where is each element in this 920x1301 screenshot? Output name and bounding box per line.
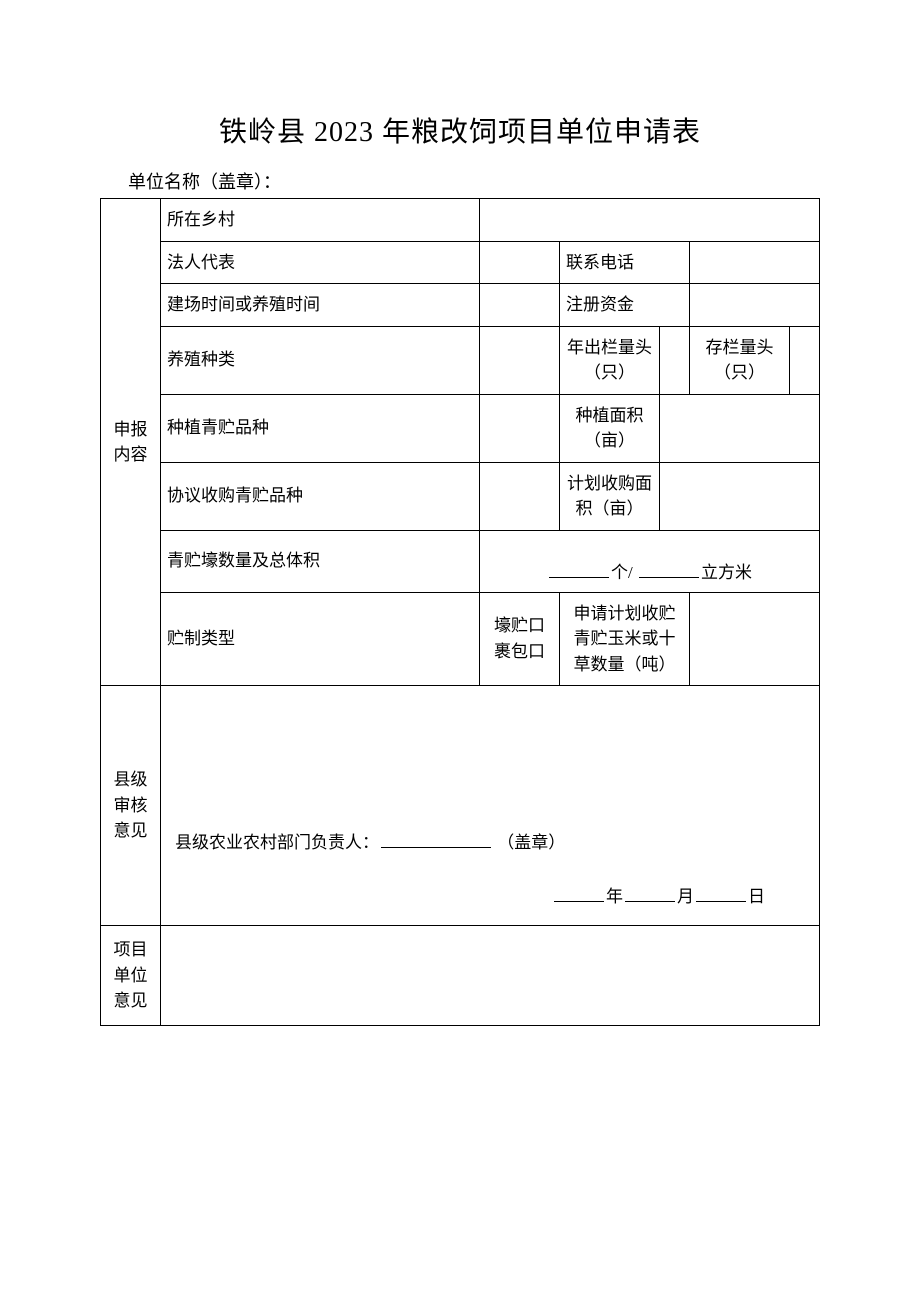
- field-purchase-variety-value[interactable]: [480, 462, 560, 530]
- year-blank[interactable]: [554, 885, 604, 902]
- table-row: 建场时间或养殖时间 注册资金: [101, 284, 820, 327]
- field-stock-amount-label: 存栏量头（只）: [690, 326, 790, 394]
- project-unit-content[interactable]: [161, 926, 820, 1026]
- month-label: 月: [677, 887, 694, 906]
- table-row: 养殖种类 年出栏量头（只） 存栏量头（只）: [101, 326, 820, 394]
- unit-name-label: 单位名称（盖章）：: [128, 168, 820, 194]
- field-legal-rep-value[interactable]: [480, 241, 560, 284]
- field-planned-purchase-area-label: 计划收购面积（亩）: [560, 462, 660, 530]
- field-village-label: 所在乡村: [161, 199, 480, 242]
- table-row: 贮制类型 壕贮口裹包口 申请计划收贮青贮玉米或十草数量（吨）: [101, 592, 820, 686]
- day-blank[interactable]: [696, 885, 746, 902]
- field-silo-quantity-label: 青贮壕数量及总体积: [161, 530, 480, 592]
- month-blank[interactable]: [625, 885, 675, 902]
- table-row: 青贮壕数量及总体积 个/ 立方米: [101, 530, 820, 592]
- field-purchase-variety-label: 协议收购青贮品种: [161, 462, 480, 530]
- field-silage-variety-label: 种植青贮品种: [161, 394, 480, 462]
- silo-count-blank[interactable]: [549, 561, 609, 578]
- field-silage-variety-value[interactable]: [480, 394, 560, 462]
- field-silo-quantity-value[interactable]: 个/ 立方米: [480, 530, 820, 592]
- field-planned-purchase-area-value[interactable]: [660, 462, 820, 530]
- field-annual-output-label: 年出栏量头（只）: [560, 326, 660, 394]
- silo-unit-count: 个/: [611, 563, 633, 582]
- field-phone-label: 联系电话: [560, 241, 690, 284]
- field-application-quantity-label: 申请计划收贮青贮玉米或十草数量（吨）: [560, 592, 690, 686]
- page-title: 铁岭县 2023 年粮改饲项目单位申请表: [100, 110, 820, 150]
- field-breeding-type-label: 养殖种类: [161, 326, 480, 394]
- field-establish-time-value[interactable]: [480, 284, 560, 327]
- field-establish-time-label: 建场时间或养殖时间: [161, 284, 480, 327]
- silo-unit-volume: 立方米: [701, 563, 752, 582]
- field-storage-method-label: 壕贮口裹包口: [480, 592, 560, 686]
- responsible-blank[interactable]: [381, 831, 491, 848]
- field-registered-capital-value[interactable]: [690, 284, 820, 327]
- responsible-person-line: 县级农业农村部门负责人： （盖章）: [175, 830, 805, 856]
- field-breeding-type-value[interactable]: [480, 326, 560, 394]
- table-row: 种植青贮品种 种植面积（亩）: [101, 394, 820, 462]
- table-row: 申报内容 所在乡村: [101, 199, 820, 242]
- section-county-audit: 县级审核意见: [101, 686, 161, 926]
- field-storage-type-label: 贮制类型: [161, 592, 480, 686]
- seal-label: （盖章）: [497, 833, 565, 852]
- year-label: 年: [606, 887, 623, 906]
- table-row: 法人代表 联系电话: [101, 241, 820, 284]
- table-row: 县级审核意见 县级农业农村部门负责人： （盖章） 年 月 日: [101, 686, 820, 926]
- field-village-value[interactable]: [480, 199, 820, 242]
- field-application-quantity-value[interactable]: [690, 592, 820, 686]
- field-annual-output-value[interactable]: [660, 326, 690, 394]
- field-phone-value[interactable]: [690, 241, 820, 284]
- date-line: 年月日: [175, 884, 805, 910]
- responsible-label: 县级农业农村部门负责人：: [175, 833, 379, 852]
- table-row: 项目单位意见: [101, 926, 820, 1026]
- field-planting-area-value[interactable]: [660, 394, 820, 462]
- application-form-table: 申报内容 所在乡村 法人代表 联系电话 建场时间或养殖时间 注册资金 养殖种类 …: [100, 198, 820, 1026]
- section-application-content: 申报内容: [101, 199, 161, 686]
- field-legal-rep-label: 法人代表: [161, 241, 480, 284]
- field-planting-area-label: 种植面积（亩）: [560, 394, 660, 462]
- silo-volume-blank[interactable]: [639, 561, 699, 578]
- field-registered-capital-label: 注册资金: [560, 284, 690, 327]
- field-stock-amount-value[interactable]: [790, 326, 820, 394]
- county-audit-content[interactable]: 县级农业农村部门负责人： （盖章） 年 月 日: [161, 686, 820, 926]
- section-project-unit: 项目单位意见: [101, 926, 161, 1026]
- table-row: 协议收购青贮品种 计划收购面积（亩）: [101, 462, 820, 530]
- day-label: 日: [748, 887, 765, 906]
